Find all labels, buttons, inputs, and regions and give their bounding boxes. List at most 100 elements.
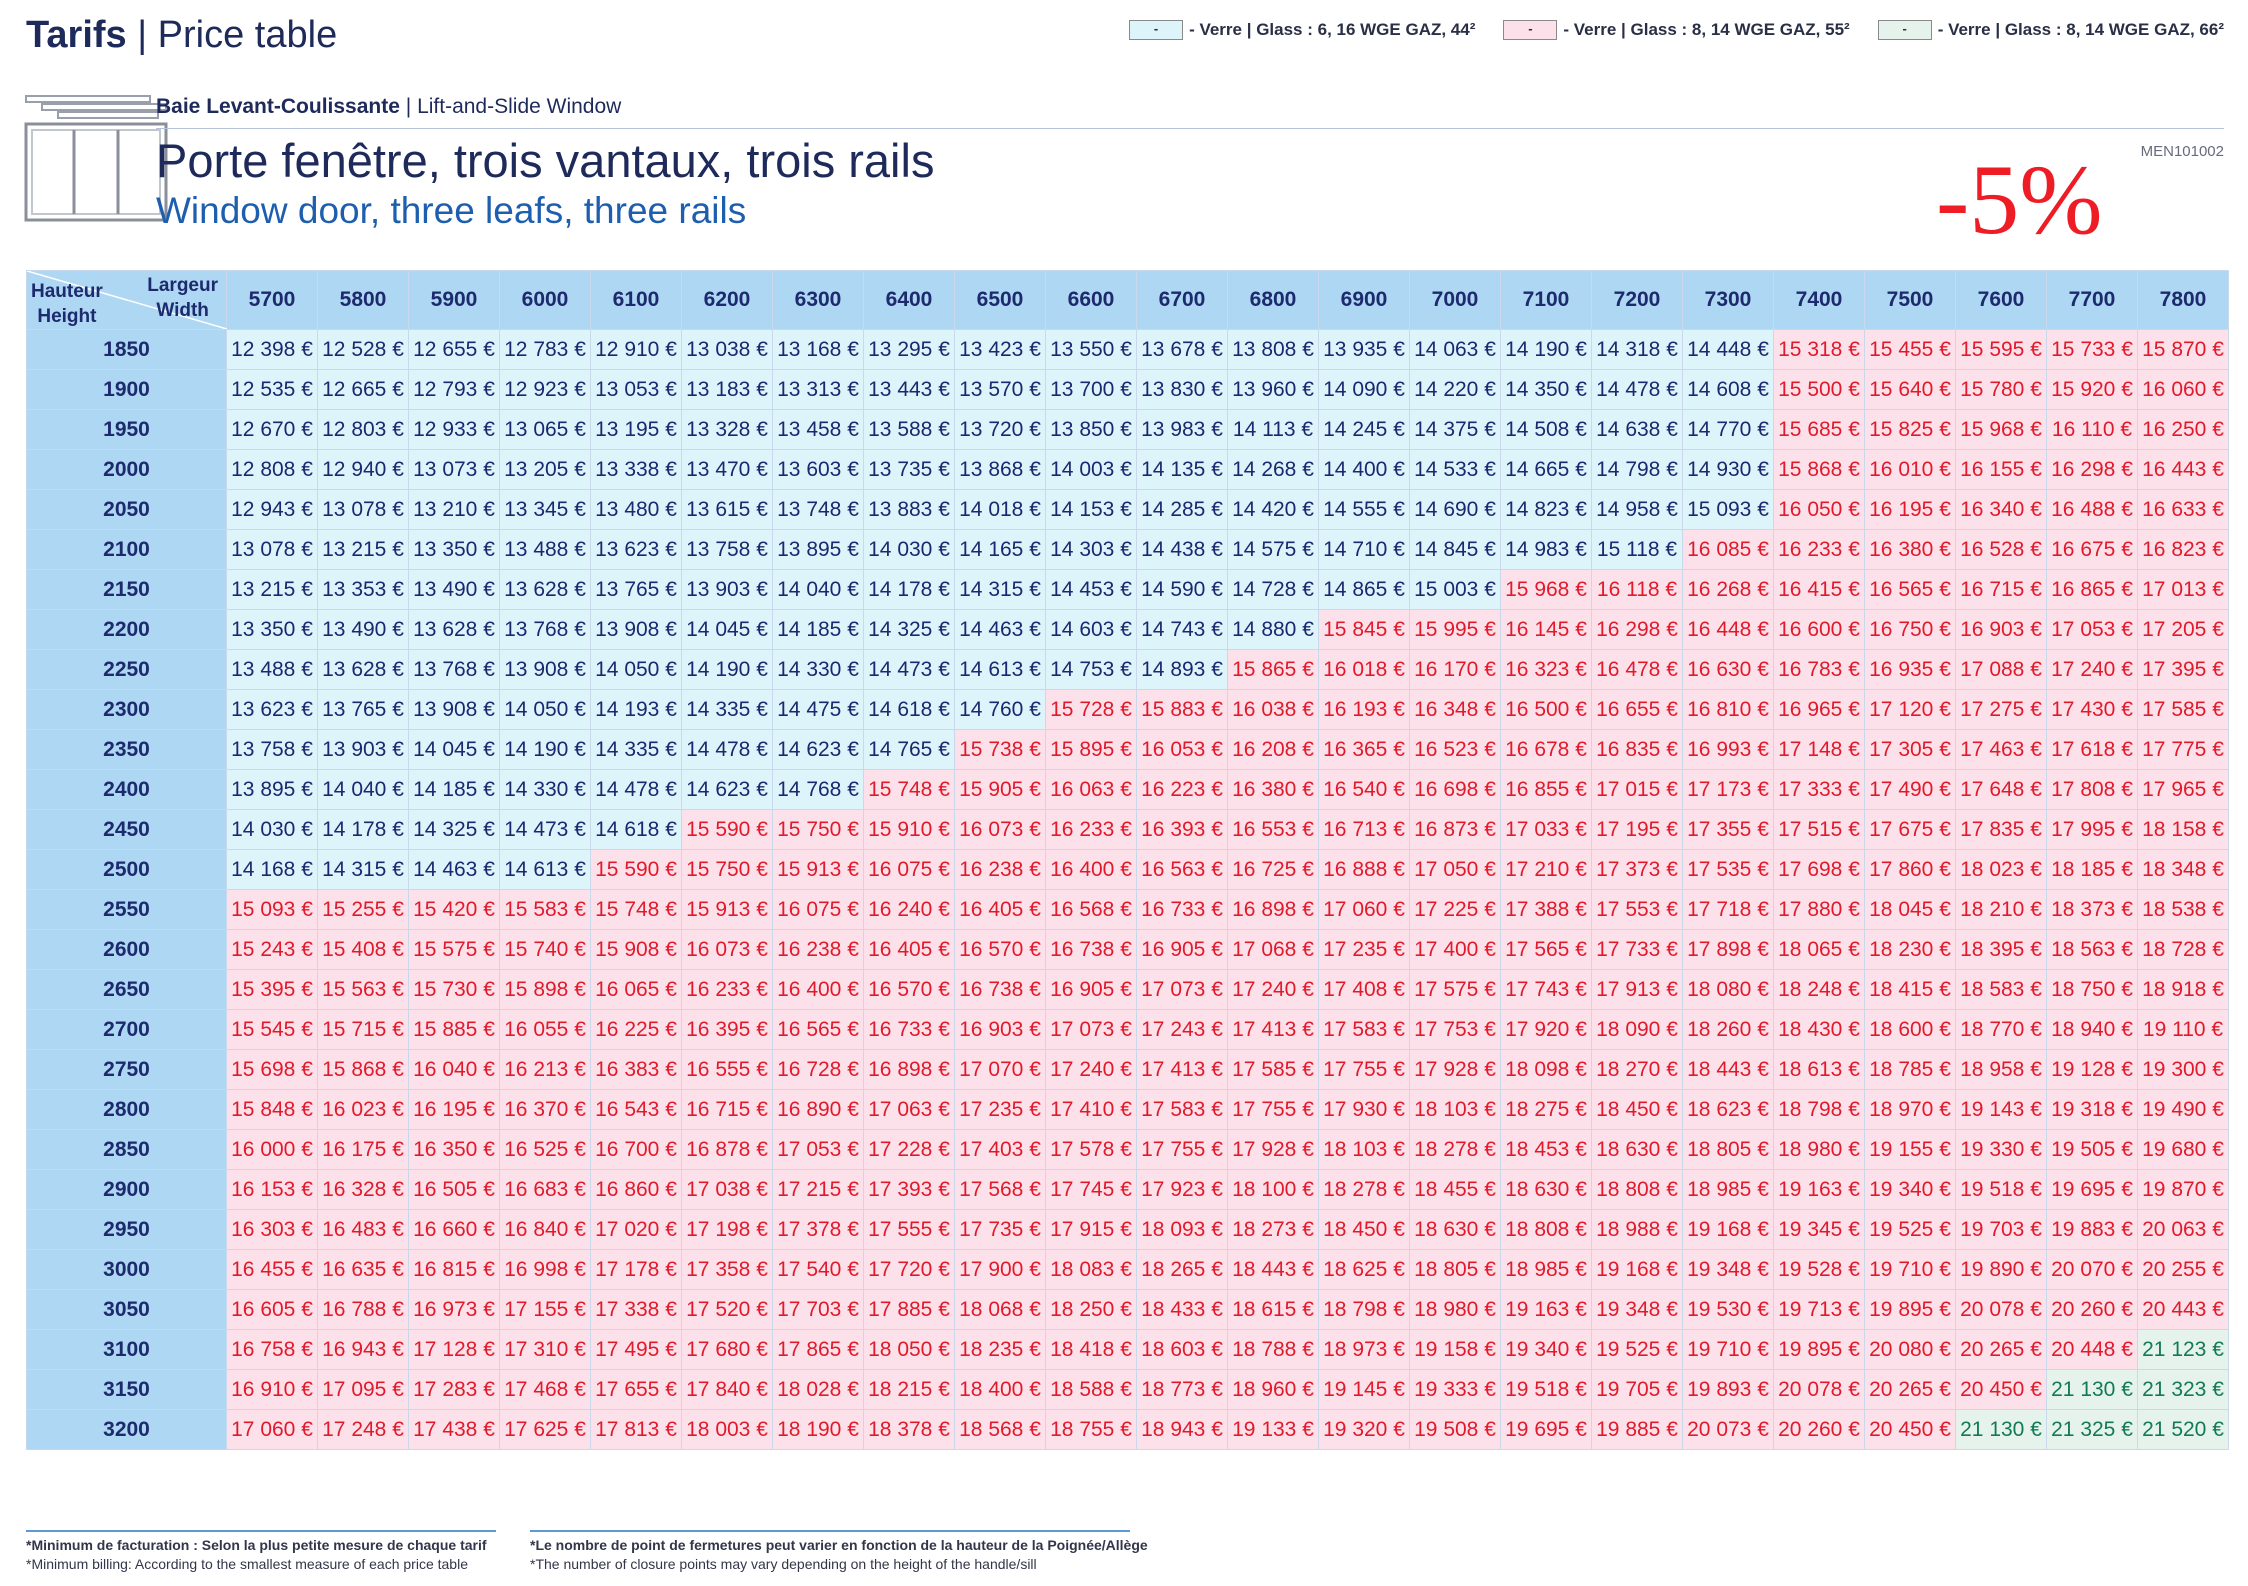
price-cell: 19 703 € <box>1955 1209 2047 1250</box>
price-cell: 17 755 € <box>1136 1129 1228 1170</box>
price-cell: 17 305 € <box>1864 729 1956 770</box>
height-header-1900: 1900 <box>26 369 227 410</box>
price-cell: 17 060 € <box>226 1409 318 1450</box>
price-cell: 16 223 € <box>1136 769 1228 810</box>
price-cell: 16 570 € <box>863 969 955 1010</box>
height-header-2050: 2050 <box>26 489 227 530</box>
price-cell: 18 985 € <box>1500 1249 1592 1290</box>
price-cell: 15 590 € <box>590 849 682 890</box>
price-cell: 14 473 € <box>499 809 591 850</box>
price-cell: 17 735 € <box>954 1209 1046 1250</box>
price-cell: 13 490 € <box>408 569 500 610</box>
price-cell: 16 635 € <box>317 1249 409 1290</box>
price-cell: 16 040 € <box>408 1049 500 1090</box>
price-cell: 12 940 € <box>317 449 409 490</box>
price-cell: 15 595 € <box>1955 329 2047 370</box>
price-cell: 17 333 € <box>1773 769 1865 810</box>
price-cell: 16 998 € <box>499 1249 591 1290</box>
price-cell: 14 303 € <box>1045 529 1137 570</box>
price-cell: 16 018 € <box>1318 649 1410 690</box>
price-cell: 17 338 € <box>590 1289 682 1330</box>
price-cell: 14 268 € <box>1227 449 1319 490</box>
price-cell: 21 325 € <box>2046 1409 2138 1450</box>
table-row: 2450 14 030 €14 178 €14 325 €14 473 €14 6… <box>26 809 2229 850</box>
price-cell: 20 078 € <box>1773 1369 1865 1410</box>
height-axis-label: Hauteur Height <box>31 279 103 329</box>
price-cell: 17 413 € <box>1136 1049 1228 1090</box>
category-fr: Baie Levant-Coulissante <box>156 95 400 118</box>
price-cell: 19 895 € <box>1864 1289 1956 1330</box>
price-cell: 15 825 € <box>1864 409 1956 450</box>
footnote-left-fr: *Minimum de facturation : Selon la plus … <box>26 1537 487 1553</box>
price-cell: 13 895 € <box>226 769 318 810</box>
footnote-rule-left <box>26 1530 496 1532</box>
price-cell: 17 568 € <box>954 1169 1046 1210</box>
price-cell: 18 100 € <box>1227 1169 1319 1210</box>
table-row: 2350 13 758 €13 903 €14 045 €14 190 €14 3… <box>26 729 2229 770</box>
price-cell: 13 868 € <box>954 449 1046 490</box>
price-cell: 17 068 € <box>1227 929 1319 970</box>
price-cell: 19 333 € <box>1409 1369 1501 1410</box>
price-cell: 13 903 € <box>681 569 773 610</box>
price-cell: 15 868 € <box>317 1049 409 1090</box>
height-header-2400: 2400 <box>26 769 227 810</box>
price-cell: 14 063 € <box>1409 329 1501 370</box>
price-cell: 16 298 € <box>2046 449 2138 490</box>
price-cell: 20 260 € <box>1773 1409 1865 1450</box>
price-cell: 18 973 € <box>1318 1329 1410 1370</box>
price-cell: 13 765 € <box>590 569 682 610</box>
price-cell: 19 340 € <box>1500 1329 1592 1370</box>
price-cell: 14 315 € <box>954 569 1046 610</box>
price-cell: 16 065 € <box>590 969 682 1010</box>
price-cell: 13 338 € <box>590 449 682 490</box>
height-header-2450: 2450 <box>26 809 227 850</box>
price-cell: 16 400 € <box>1045 849 1137 890</box>
price-cell: 16 525 € <box>499 1129 591 1170</box>
price-cell: 16 298 € <box>1591 609 1683 650</box>
legend-item-glass-55: - - Verre | Glass : 8, 14 WGE GAZ, 55² <box>1503 20 1850 40</box>
price-cell: 20 255 € <box>2137 1249 2229 1290</box>
price-cell: 13 748 € <box>772 489 864 530</box>
price-cell: 13 345 € <box>499 489 591 530</box>
table-row: 3000 16 455 €16 635 €16 815 €16 998 €17 1… <box>26 1249 2229 1290</box>
price-cell: 18 083 € <box>1045 1249 1137 1290</box>
price-cell: 15 730 € <box>408 969 500 1010</box>
price-cell: 17 173 € <box>1682 769 1774 810</box>
price-cell: 17 413 € <box>1227 1009 1319 1050</box>
price-cell: 15 750 € <box>772 809 864 850</box>
price-cell: 17 928 € <box>1227 1129 1319 1170</box>
price-cell: 14 030 € <box>863 529 955 570</box>
price-cell: 13 550 € <box>1045 329 1137 370</box>
price-cell: 20 080 € <box>1864 1329 1956 1370</box>
table-row: 3100 16 758 €16 943 €17 128 €17 310 €17 4… <box>26 1329 2229 1370</box>
price-cell: 18 270 € <box>1591 1049 1683 1090</box>
price-cell: 13 808 € <box>1227 329 1319 370</box>
price-cell: 20 260 € <box>2046 1289 2138 1330</box>
price-cell: 16 600 € <box>1773 609 1865 650</box>
price-cell: 13 328 € <box>681 409 773 450</box>
height-header-2250: 2250 <box>26 649 227 690</box>
price-cell: 16 075 € <box>863 849 955 890</box>
price-cell: 15 868 € <box>1773 449 1865 490</box>
price-cell: 17 038 € <box>681 1169 773 1210</box>
price-cell: 15 895 € <box>1045 729 1137 770</box>
price-cell: 16 193 € <box>1318 689 1410 730</box>
price-cell: 18 215 € <box>863 1369 955 1410</box>
price-cell: 18 450 € <box>1318 1209 1410 1250</box>
price-cell: 16 903 € <box>1955 609 2047 650</box>
price-cell: 17 013 € <box>2137 569 2229 610</box>
price-cell: 15 685 € <box>1773 409 1865 450</box>
price-cell: 16 213 € <box>499 1049 591 1090</box>
width-header-5900: 5900 <box>408 270 500 330</box>
price-cell: 16 075 € <box>772 889 864 930</box>
price-cell: 21 323 € <box>2137 1369 2229 1410</box>
price-cell: 18 568 € <box>954 1409 1046 1450</box>
price-cell: 18 805 € <box>1682 1129 1774 1170</box>
price-cell: 17 655 € <box>590 1369 682 1410</box>
price-cell: 18 273 € <box>1227 1209 1319 1250</box>
price-cell: 19 680 € <box>2137 1129 2229 1170</box>
price-cell: 14 178 € <box>317 809 409 850</box>
price-cell: 14 168 € <box>226 849 318 890</box>
price-cell: 12 783 € <box>499 329 591 370</box>
price-cell: 13 678 € <box>1136 329 1228 370</box>
